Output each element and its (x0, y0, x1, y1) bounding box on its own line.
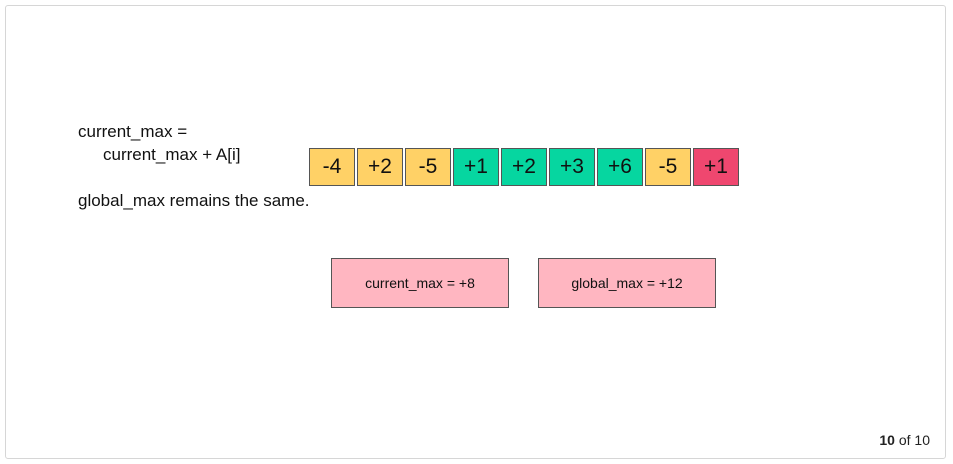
slide-counter: 10 of 10 (879, 432, 930, 448)
array-cell: -4 (309, 148, 355, 186)
array-cell: -5 (405, 148, 451, 186)
array-cell: +1 (453, 148, 499, 186)
slide-counter-separator: of (898, 432, 911, 448)
global-max-box: global_max = +12 (538, 258, 716, 308)
slide-counter-current: 10 (879, 432, 895, 448)
explanation-line-3: global_max remains the same. (78, 191, 310, 210)
current-max-box: current_max = +8 (331, 258, 509, 308)
array-cell: +1 (693, 148, 739, 186)
slide: current_max = current_max + A[i] global_… (5, 5, 946, 459)
slide-counter-total: 10 (914, 432, 930, 448)
array-cell: +2 (501, 148, 547, 186)
array-cell: -5 (645, 148, 691, 186)
array-cell: +6 (597, 148, 643, 186)
array-cell: +2 (357, 148, 403, 186)
explanation-line-2: current_max + A[i] (103, 145, 241, 164)
array-cell: +3 (549, 148, 595, 186)
explanation-line-1: current_max = (78, 122, 188, 141)
array: -4 +2 -5 +1 +2 +3 +6 -5 +1 (309, 148, 739, 186)
